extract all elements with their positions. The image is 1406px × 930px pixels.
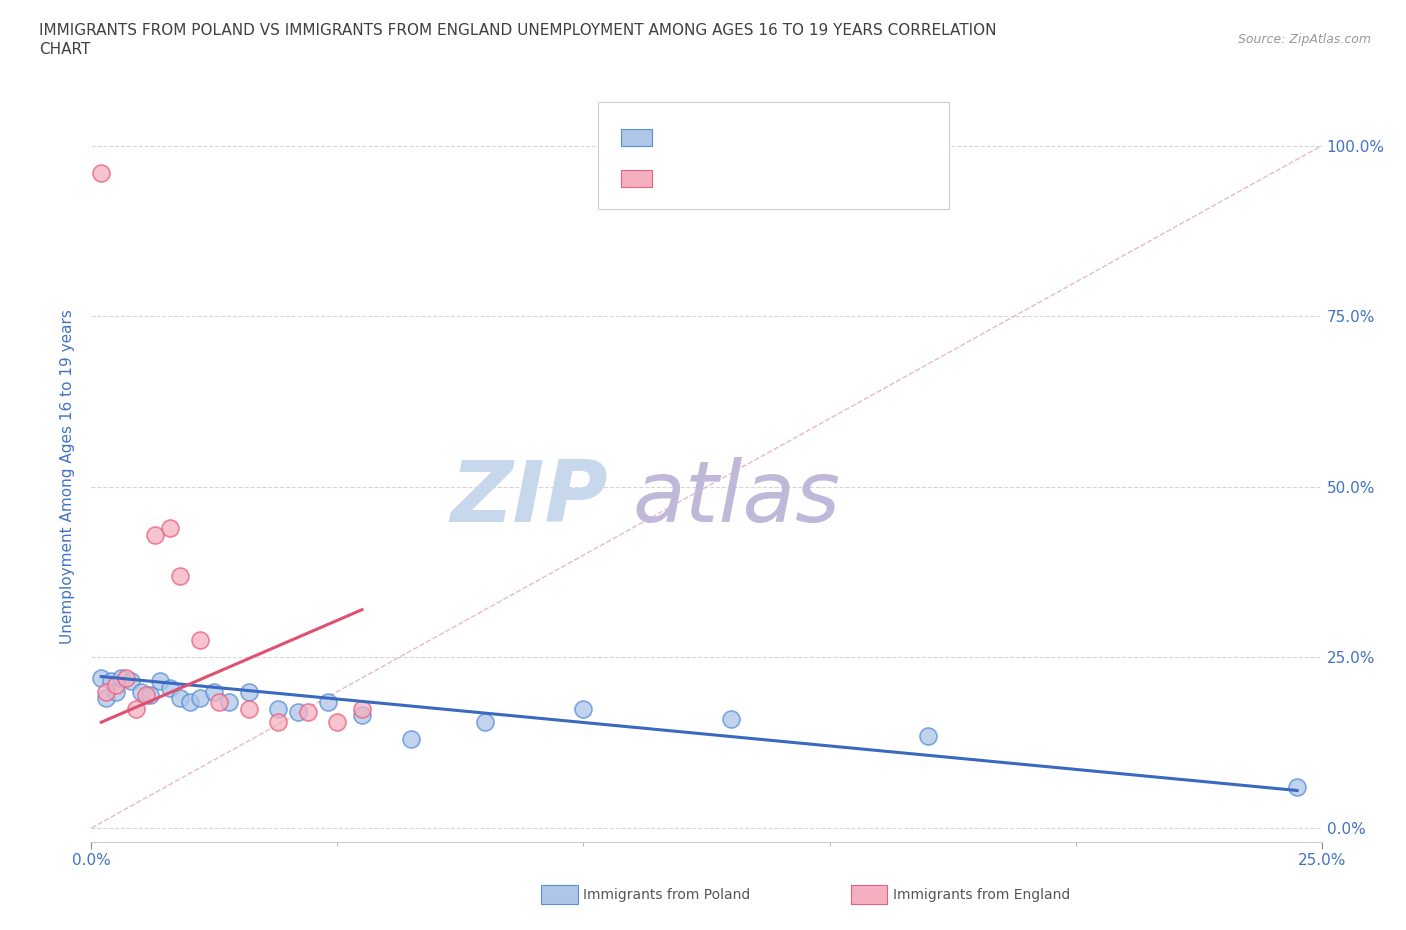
Text: R =: R = xyxy=(659,170,693,185)
Point xyxy=(326,715,349,730)
Point xyxy=(352,701,374,716)
Point xyxy=(135,687,156,702)
Point xyxy=(720,711,742,726)
Point xyxy=(238,684,260,699)
Point xyxy=(188,691,211,706)
Point xyxy=(208,695,231,710)
Point xyxy=(100,674,122,689)
Point xyxy=(139,687,162,702)
Text: IMMIGRANTS FROM POLAND VS IMMIGRANTS FROM ENGLAND UNEMPLOYMENT AMONG AGES 16 TO : IMMIGRANTS FROM POLAND VS IMMIGRANTS FRO… xyxy=(39,23,997,38)
Point xyxy=(124,701,146,716)
Point xyxy=(287,705,309,720)
Point xyxy=(267,701,290,716)
Point xyxy=(129,684,152,699)
Point xyxy=(114,671,138,685)
Point xyxy=(238,701,260,716)
Text: N =: N = xyxy=(762,170,796,185)
Point xyxy=(474,715,496,730)
Text: ZIP: ZIP xyxy=(450,457,607,540)
Point xyxy=(1285,779,1308,794)
Point xyxy=(96,684,117,699)
Text: N =: N = xyxy=(762,128,796,144)
Point xyxy=(399,732,422,747)
Point xyxy=(159,681,181,696)
Point xyxy=(267,715,290,730)
Y-axis label: Unemployment Among Ages 16 to 19 years: Unemployment Among Ages 16 to 19 years xyxy=(60,309,76,644)
Text: 26: 26 xyxy=(793,128,814,144)
Point xyxy=(110,671,132,685)
Point xyxy=(90,671,112,685)
Text: Immigrants from England: Immigrants from England xyxy=(893,887,1070,902)
Text: 0.218: 0.218 xyxy=(692,170,751,185)
Point xyxy=(202,684,225,699)
Point xyxy=(179,695,201,710)
Point xyxy=(917,728,939,743)
Point xyxy=(188,633,211,648)
Point xyxy=(316,695,339,710)
Text: Immigrants from Poland: Immigrants from Poland xyxy=(583,887,751,902)
Point xyxy=(297,705,319,720)
Text: R =: R = xyxy=(659,128,693,144)
Point xyxy=(169,568,191,583)
Point xyxy=(159,521,181,536)
Point xyxy=(145,527,166,542)
Point xyxy=(572,701,595,716)
Point xyxy=(96,691,117,706)
Point xyxy=(120,674,142,689)
Point xyxy=(105,684,127,699)
Text: Source: ZipAtlas.com: Source: ZipAtlas.com xyxy=(1237,33,1371,46)
Text: CHART: CHART xyxy=(39,42,91,57)
Point xyxy=(105,677,127,692)
Point xyxy=(218,695,240,710)
Point xyxy=(352,708,374,723)
Text: -0.446: -0.446 xyxy=(692,128,747,144)
Point xyxy=(149,674,172,689)
Point xyxy=(90,166,112,180)
Point xyxy=(169,691,191,706)
Text: 16: 16 xyxy=(793,170,814,185)
Text: atlas: atlas xyxy=(633,457,841,540)
